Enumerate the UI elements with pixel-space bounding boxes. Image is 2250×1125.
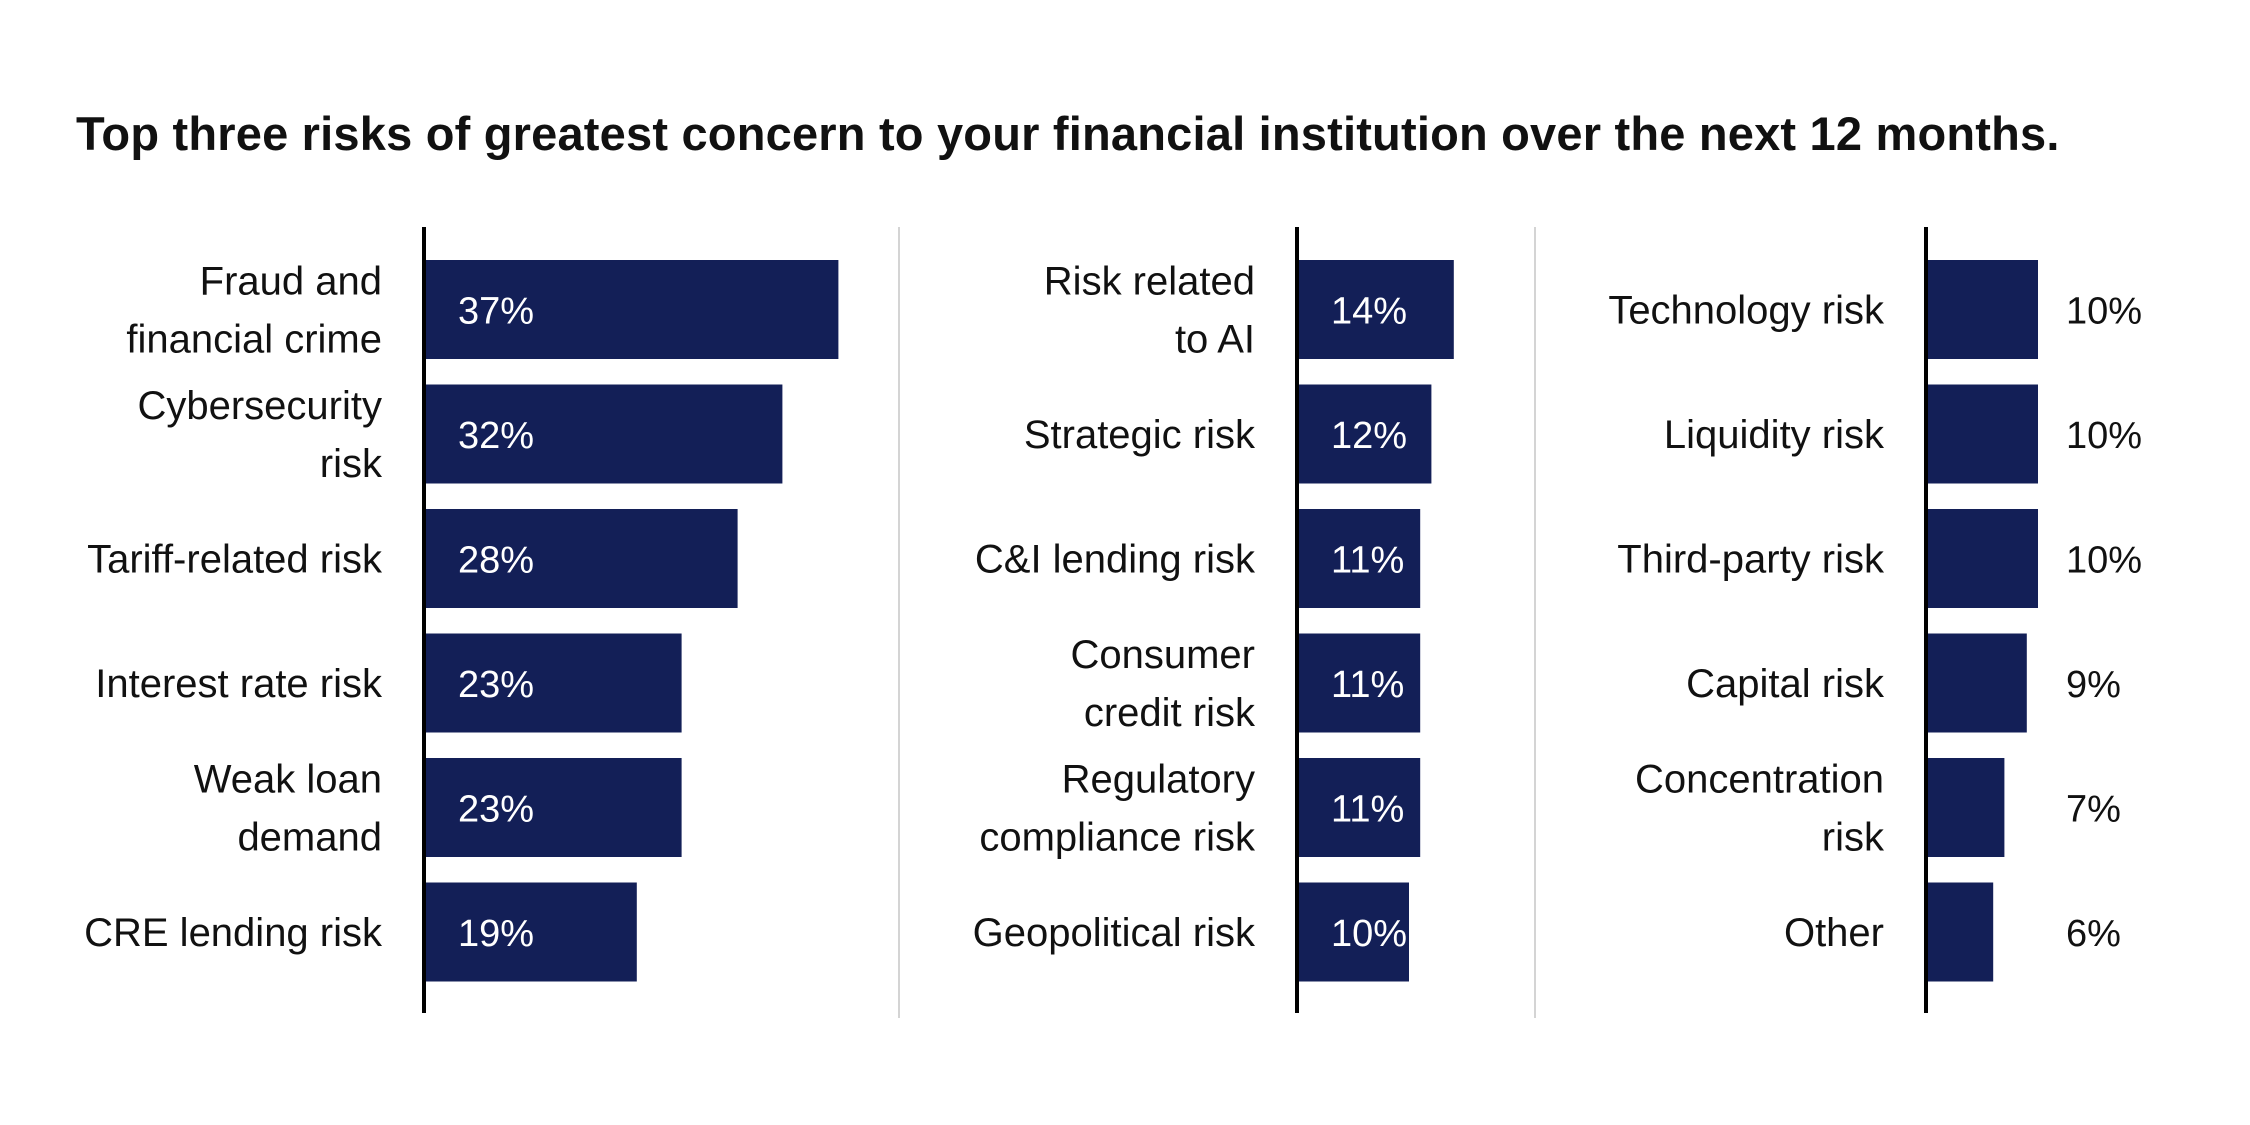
- category-label: Consumer credit risk: [1070, 633, 1256, 735]
- category-label-line: Fraud and: [200, 260, 382, 304]
- bar: [1926, 384, 2038, 484]
- category-label: Other: [1784, 911, 1884, 955]
- category-label: Third-party risk: [1617, 538, 1885, 582]
- value-label: 23%: [458, 664, 534, 706]
- category-label: Concentration risk: [1635, 758, 1885, 860]
- bar: [424, 260, 839, 359]
- bar: [1297, 633, 1421, 733]
- value-label: 28%: [458, 540, 534, 582]
- value-label: 12%: [1331, 415, 1407, 457]
- value-label: 10%: [1331, 913, 1407, 955]
- value-label: 19%: [458, 913, 534, 955]
- bar: [424, 384, 783, 484]
- category-label-line: Third-party risk: [1617, 538, 1885, 582]
- category-label-line: demand: [237, 816, 382, 860]
- category-label-line: risk: [1822, 816, 1885, 860]
- value-label: 11%: [1331, 664, 1404, 706]
- bar: [1926, 260, 2038, 359]
- bar: [1297, 260, 1454, 359]
- bar: [424, 633, 682, 733]
- category-label-line: compliance risk: [979, 816, 1256, 860]
- category-label: Tariff-related risk: [87, 538, 383, 582]
- value-label: 14%: [1331, 291, 1407, 333]
- category-label: Weak loan demand: [194, 758, 382, 860]
- category-label-line: Geopolitical risk: [973, 911, 1256, 955]
- category-label-line: Liquidity risk: [1664, 413, 1885, 457]
- chart-title: Top three risks of greatest concern to y…: [76, 107, 2060, 160]
- category-label-line: Regulatory: [1062, 758, 1255, 802]
- category-label-line: Weak loan: [194, 758, 382, 802]
- category-label-line: Capital risk: [1686, 662, 1885, 706]
- category-label: Risk related to AI: [1044, 260, 1255, 362]
- category-label: C&I lending risk: [975, 538, 1256, 582]
- value-label: 10%: [2066, 291, 2142, 333]
- bar: [1297, 384, 1432, 484]
- category-label: Cybersecurity risk: [137, 384, 383, 486]
- category-label-line: CRE lending risk: [84, 911, 383, 955]
- category-label: Interest rate risk: [95, 662, 383, 706]
- value-label: 32%: [458, 415, 534, 457]
- value-label: 11%: [1331, 540, 1404, 582]
- category-label: Capital risk: [1686, 662, 1885, 706]
- bar: [1926, 509, 2038, 608]
- category-label-line: to AI: [1175, 318, 1255, 362]
- value-label: 10%: [2066, 415, 2142, 457]
- category-label-line: Other: [1784, 911, 1884, 955]
- category-label-line: Tariff-related risk: [87, 538, 383, 582]
- category-label: Fraud and financial crime: [126, 260, 382, 362]
- bar: [1926, 882, 1994, 982]
- bar: [1926, 633, 2027, 733]
- bar: [424, 882, 637, 982]
- value-label: 11%: [1331, 789, 1404, 831]
- category-label-line: Risk related: [1044, 260, 1255, 304]
- category-label-line: financial crime: [126, 318, 382, 362]
- category-label-line: credit risk: [1084, 691, 1256, 735]
- value-label: 37%: [458, 291, 534, 333]
- bar: [1926, 758, 2005, 857]
- category-label-line: Concentration: [1635, 758, 1884, 802]
- category-label-line: Strategic risk: [1024, 413, 1256, 457]
- category-label-line: Consumer: [1070, 633, 1255, 677]
- category-label-line: risk: [320, 442, 383, 486]
- category-label-line: C&I lending risk: [975, 538, 1256, 582]
- category-label: Liquidity risk: [1664, 413, 1885, 457]
- bar: [424, 509, 738, 608]
- bar: [1297, 509, 1421, 608]
- value-label: 10%: [2066, 540, 2142, 582]
- category-label: CRE lending risk: [84, 911, 383, 955]
- category-label: Regulatory compliance risk: [979, 758, 1256, 860]
- category-label-line: Technology risk: [1608, 289, 1885, 333]
- bar: [424, 758, 682, 857]
- bar: [1297, 758, 1421, 857]
- category-label-line: Interest rate risk: [95, 662, 383, 706]
- category-label-line: Cybersecurity: [137, 384, 382, 428]
- value-label: 7%: [2066, 789, 2121, 831]
- value-label: 23%: [458, 789, 534, 831]
- category-label: Strategic risk: [1024, 413, 1256, 457]
- value-label: 6%: [2066, 913, 2121, 955]
- value-label: 9%: [2066, 664, 2121, 706]
- bar: [1297, 882, 1409, 982]
- category-label: Geopolitical risk: [973, 911, 1256, 955]
- category-label: Technology risk: [1608, 289, 1885, 333]
